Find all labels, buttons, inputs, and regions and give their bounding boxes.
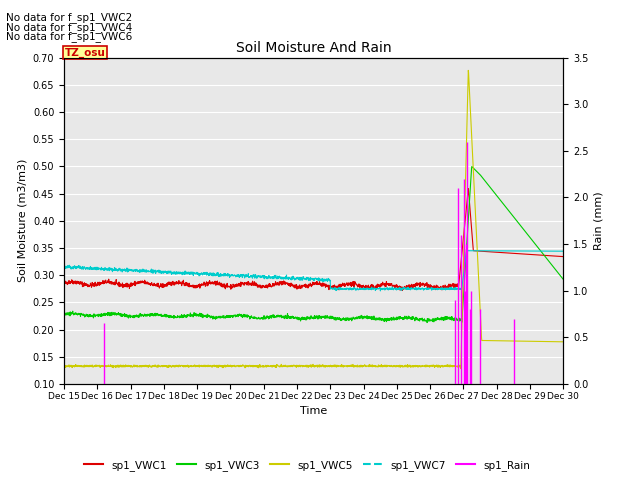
Y-axis label: Soil Moisture (m3/m3): Soil Moisture (m3/m3): [17, 159, 27, 283]
Text: TZ_osu: TZ_osu: [65, 48, 106, 58]
X-axis label: Time: Time: [300, 406, 327, 416]
Text: No data for f_sp1_VWC4: No data for f_sp1_VWC4: [6, 22, 132, 33]
Text: No data for f_sp1_VWC6: No data for f_sp1_VWC6: [6, 31, 132, 42]
Y-axis label: Rain (mm): Rain (mm): [594, 192, 604, 250]
Text: No data for f_sp1_VWC2: No data for f_sp1_VWC2: [6, 12, 132, 23]
Title: Soil Moisture And Rain: Soil Moisture And Rain: [236, 41, 392, 55]
Legend: sp1_VWC1, sp1_VWC3, sp1_VWC5, sp1_VWC7, sp1_Rain: sp1_VWC1, sp1_VWC3, sp1_VWC5, sp1_VWC7, …: [80, 456, 534, 475]
